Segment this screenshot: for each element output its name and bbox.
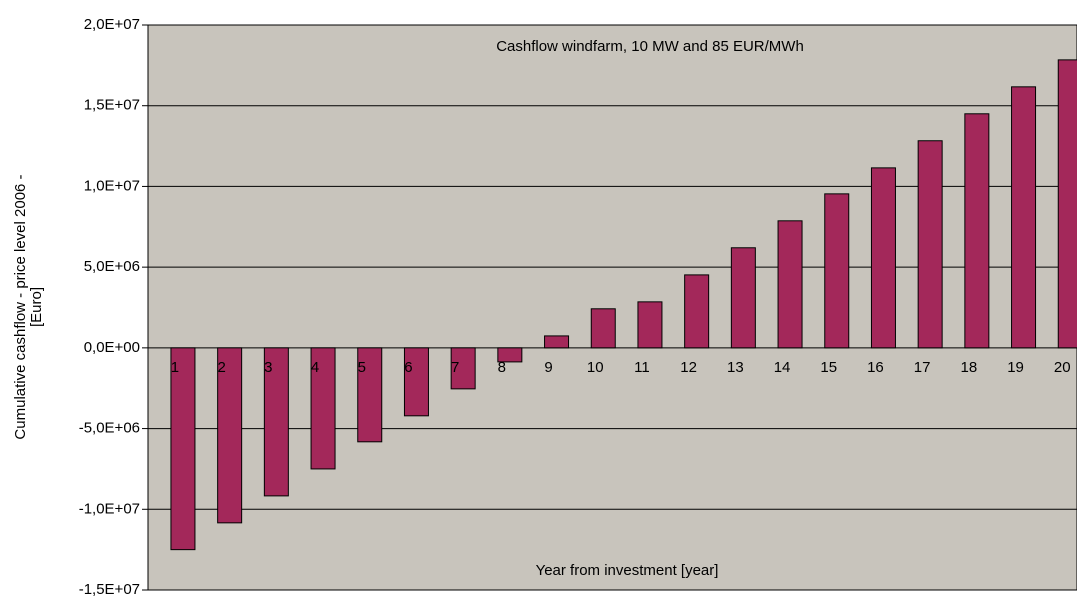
x-tick-label: 6 xyxy=(404,359,412,376)
y-tick-label: 1,5E+07 xyxy=(84,97,140,114)
bar xyxy=(917,140,943,349)
bar xyxy=(263,347,289,497)
x-tick-label: 13 xyxy=(727,359,744,376)
bar xyxy=(217,347,243,524)
bar xyxy=(497,347,523,363)
x-tick-label: 1 xyxy=(171,359,179,376)
x-tick-label: 3 xyxy=(264,359,272,376)
x-tick-label: 10 xyxy=(587,359,604,376)
x-tick-label: 2 xyxy=(217,359,225,376)
y-axis-label-line: [Euro] xyxy=(28,287,45,327)
x-tick-label: 14 xyxy=(774,359,791,376)
x-tick-label: 16 xyxy=(867,359,884,376)
y-tick-label: 2,0E+07 xyxy=(84,16,140,33)
bar xyxy=(964,113,990,349)
y-axis-label: Cumulative cashflow - price level 2006 -… xyxy=(12,174,45,439)
bar xyxy=(824,193,850,349)
x-tick-label: 4 xyxy=(311,359,319,376)
bar xyxy=(450,347,476,390)
bar xyxy=(1057,59,1077,349)
y-tick-label: 5,0E+06 xyxy=(84,258,140,275)
bar xyxy=(170,347,196,551)
bar xyxy=(730,247,756,349)
bar xyxy=(637,301,663,349)
y-tick-label: -5,0E+06 xyxy=(79,420,140,437)
x-tick-label: 9 xyxy=(544,359,552,376)
y-tick-label: 0,0E+00 xyxy=(84,339,140,356)
x-tick-label: 7 xyxy=(451,359,459,376)
bar xyxy=(310,347,336,470)
bar xyxy=(777,220,803,349)
x-tick-label: 18 xyxy=(961,359,978,376)
bar xyxy=(684,274,710,349)
y-tick-label: 1,0E+07 xyxy=(84,177,140,194)
x-tick-label: 5 xyxy=(358,359,366,376)
y-tick-label: -1,0E+07 xyxy=(79,500,140,517)
x-axis-label: Year from investment [year] xyxy=(536,562,719,579)
y-tick-label: -1,5E+07 xyxy=(79,581,140,598)
x-tick-label: 19 xyxy=(1007,359,1024,376)
bar xyxy=(403,347,429,417)
x-tick-label: 15 xyxy=(820,359,837,376)
x-tick-label: 20 xyxy=(1054,359,1071,376)
chart-title: Cashflow windfarm, 10 MW and 85 EUR/MWh xyxy=(496,38,804,55)
x-tick-label: 12 xyxy=(680,359,697,376)
x-tick-label: 11 xyxy=(634,359,650,376)
x-tick-label: 8 xyxy=(498,359,506,376)
bar xyxy=(1011,86,1037,349)
bar xyxy=(590,308,616,349)
x-tick-label: 17 xyxy=(914,359,931,376)
bar xyxy=(357,347,383,443)
y-axis-label-line: Cumulative cashflow - price level 2006 - xyxy=(12,174,29,439)
bar xyxy=(544,335,570,349)
bar xyxy=(870,167,896,349)
